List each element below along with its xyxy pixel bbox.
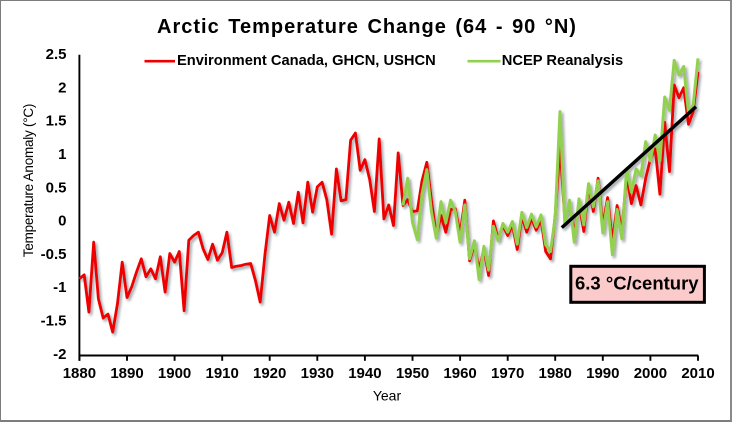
svg-text:NCEP Reanalysis: NCEP Reanalysis	[502, 53, 623, 69]
svg-text:1920: 1920	[253, 365, 286, 382]
svg-text:-2: -2	[53, 346, 66, 363]
svg-text:1: 1	[58, 146, 66, 163]
svg-text:Temperature Anomaly (°C): Temperature Anomaly (°C)	[21, 104, 36, 257]
svg-text:Arctic Temperature Change (64: Arctic Temperature Change (64 - 90 °N)	[157, 16, 577, 38]
svg-text:Year: Year	[373, 388, 402, 404]
svg-text:1900: 1900	[158, 365, 191, 382]
svg-text:1960: 1960	[443, 365, 476, 382]
svg-text:0: 0	[58, 213, 66, 230]
svg-text:-1.5: -1.5	[41, 313, 67, 330]
svg-text:1990: 1990	[586, 365, 619, 382]
svg-text:1940: 1940	[348, 365, 381, 382]
svg-text:1970: 1970	[491, 365, 524, 382]
svg-text:6.3 °C/century: 6.3 °C/century	[575, 273, 699, 294]
svg-text:2000: 2000	[634, 365, 667, 382]
svg-text:2010: 2010	[681, 365, 714, 382]
svg-text:1.5: 1.5	[46, 113, 67, 130]
svg-text:1910: 1910	[206, 365, 239, 382]
svg-text:1890: 1890	[110, 365, 143, 382]
svg-text:0.5: 0.5	[46, 179, 67, 196]
svg-text:Environment Canada, GHCN, USHC: Environment Canada, GHCN, USHCN	[177, 53, 436, 69]
svg-text:-1: -1	[53, 279, 66, 296]
svg-text:2: 2	[58, 79, 66, 96]
svg-text:1950: 1950	[396, 365, 429, 382]
svg-text:1880: 1880	[63, 365, 96, 382]
svg-text:1930: 1930	[301, 365, 334, 382]
svg-text:2.5: 2.5	[46, 46, 67, 63]
svg-text:1980: 1980	[539, 365, 572, 382]
svg-text:-0.5: -0.5	[41, 246, 67, 263]
